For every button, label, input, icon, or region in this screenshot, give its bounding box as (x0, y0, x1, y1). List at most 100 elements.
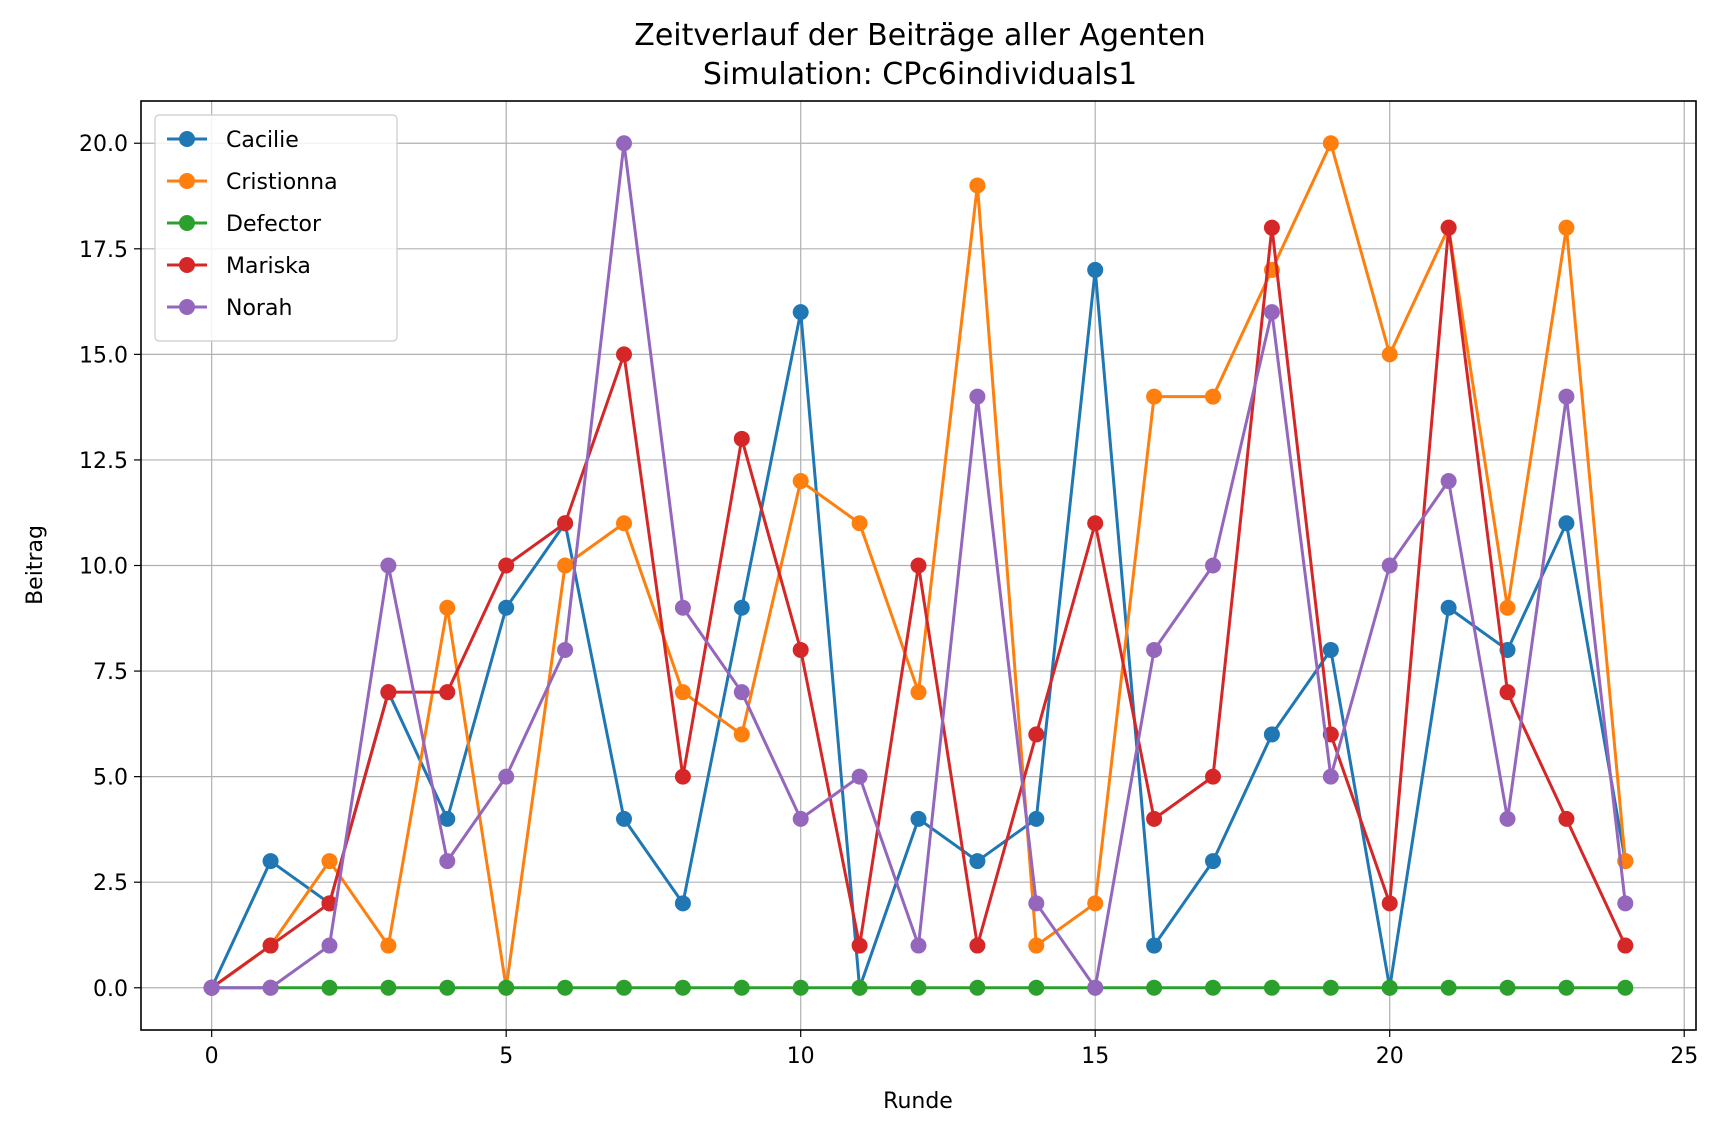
y-axis-label: Beitrag (23, 525, 48, 605)
legend-label: Defector (226, 212, 322, 237)
data-point-norah (1322, 768, 1339, 785)
data-point-cristionna (674, 684, 691, 701)
data-point-mariska (792, 641, 809, 658)
data-point-defector (498, 979, 515, 996)
data-point-cristionna (380, 937, 397, 954)
y-tick-label: 12.5 (79, 449, 128, 474)
y-tick-label: 0.0 (93, 977, 128, 1002)
data-point-defector (1205, 979, 1222, 996)
data-point-norah (969, 388, 986, 405)
data-point-defector (1617, 979, 1634, 996)
data-point-norah (1558, 388, 1575, 405)
y-tick-label: 10.0 (79, 555, 128, 580)
legend-label: Norah (226, 296, 292, 321)
x-tick-label: 20 (1376, 1044, 1404, 1069)
data-point-defector (1028, 979, 1045, 996)
legend-item-cacilie: Cacilie (167, 128, 299, 153)
data-point-cristionna (1028, 937, 1045, 954)
y-tick-label: 20.0 (79, 132, 128, 157)
data-point-mariska (439, 684, 456, 701)
legend-marker (179, 257, 195, 273)
data-point-defector (851, 979, 868, 996)
data-point-defector (733, 979, 750, 996)
data-point-cacilie (792, 304, 809, 321)
data-point-cacilie (733, 599, 750, 616)
data-point-mariska (1205, 768, 1222, 785)
data-point-defector (1499, 979, 1516, 996)
legend-item-mariska: Mariska (167, 254, 311, 279)
chart-title: Zeitverlauf der Beiträge aller Agenten (634, 18, 1205, 53)
data-point-defector (910, 979, 927, 996)
x-axis-label: Runde (883, 1089, 953, 1114)
data-point-mariska (851, 937, 868, 954)
axis-ticks: 0 5 10 15 20 25 0.0 2.5 5.0 7.5 10.0 12.5 15.0 17.5 20… (79, 132, 1698, 1069)
series-norah (203, 135, 1634, 996)
data-point-cacilie (1322, 641, 1339, 658)
data-point-norah (380, 557, 397, 574)
data-point-cacilie (1028, 810, 1045, 827)
data-point-mariska (969, 937, 986, 954)
data-point-mariska (1263, 219, 1280, 236)
data-point-norah (1617, 895, 1634, 912)
data-point-norah (733, 684, 750, 701)
y-tick-label: 5.0 (93, 766, 128, 791)
data-point-mariska (1558, 810, 1575, 827)
legend-item-norah: Norah (167, 296, 292, 321)
legend-marker (179, 131, 195, 147)
legend-label: Cristionna (226, 170, 338, 195)
data-point-mariska (498, 557, 515, 574)
legend-item-defector: Defector (167, 212, 322, 237)
data-point-norah (851, 768, 868, 785)
data-point-cacilie (1263, 726, 1280, 743)
data-point-norah (557, 641, 574, 658)
data-point-norah (792, 810, 809, 827)
legend-label: Mariska (226, 254, 311, 279)
data-point-cristionna (439, 599, 456, 616)
legend-marker (179, 299, 195, 315)
data-point-cristionna (733, 726, 750, 743)
legend-marker (179, 173, 195, 189)
y-tick-label: 15.0 (79, 343, 128, 368)
data-point-norah (1028, 895, 1045, 912)
x-tick-label: 10 (787, 1044, 815, 1069)
data-point-cristionna (1499, 599, 1516, 616)
x-tick-label: 5 (499, 1044, 513, 1069)
data-point-norah (262, 979, 279, 996)
legend-box (154, 114, 398, 342)
data-point-norah (1263, 304, 1280, 321)
data-point-cristionna (851, 515, 868, 532)
data-point-defector (615, 979, 632, 996)
chart-subtitle: Simulation: CPc6individuals1 (703, 57, 1137, 92)
data-point-mariska (733, 430, 750, 447)
data-point-mariska (1440, 219, 1457, 236)
data-point-norah (1440, 473, 1457, 490)
data-point-cristionna (557, 557, 574, 574)
data-point-cacilie (1440, 599, 1457, 616)
legend-marker (179, 215, 195, 231)
x-tick-label: 0 (205, 1044, 219, 1069)
data-point-mariska (910, 557, 927, 574)
data-point-defector (792, 979, 809, 996)
data-point-cristionna (1146, 388, 1163, 405)
data-point-mariska (674, 768, 691, 785)
data-point-mariska (557, 515, 574, 532)
data-point-mariska (1617, 937, 1634, 954)
data-point-norah (203, 979, 220, 996)
data-point-norah (1205, 557, 1222, 574)
data-point-norah (910, 937, 927, 954)
data-point-norah (498, 768, 515, 785)
data-point-cacilie (1558, 515, 1575, 532)
series-layer (203, 135, 1634, 996)
data-point-norah (615, 135, 632, 152)
legend-label: Cacilie (226, 128, 299, 153)
data-point-cristionna (969, 177, 986, 194)
data-point-cacilie (910, 810, 927, 827)
data-point-defector (1322, 979, 1339, 996)
data-point-defector (1381, 979, 1398, 996)
data-point-cacilie (969, 853, 986, 870)
data-point-cacilie (1087, 261, 1104, 278)
data-point-mariska (262, 937, 279, 954)
data-point-cacilie (615, 810, 632, 827)
legend: Cacilie Cristionna Defector Mariska Norah (154, 114, 398, 342)
